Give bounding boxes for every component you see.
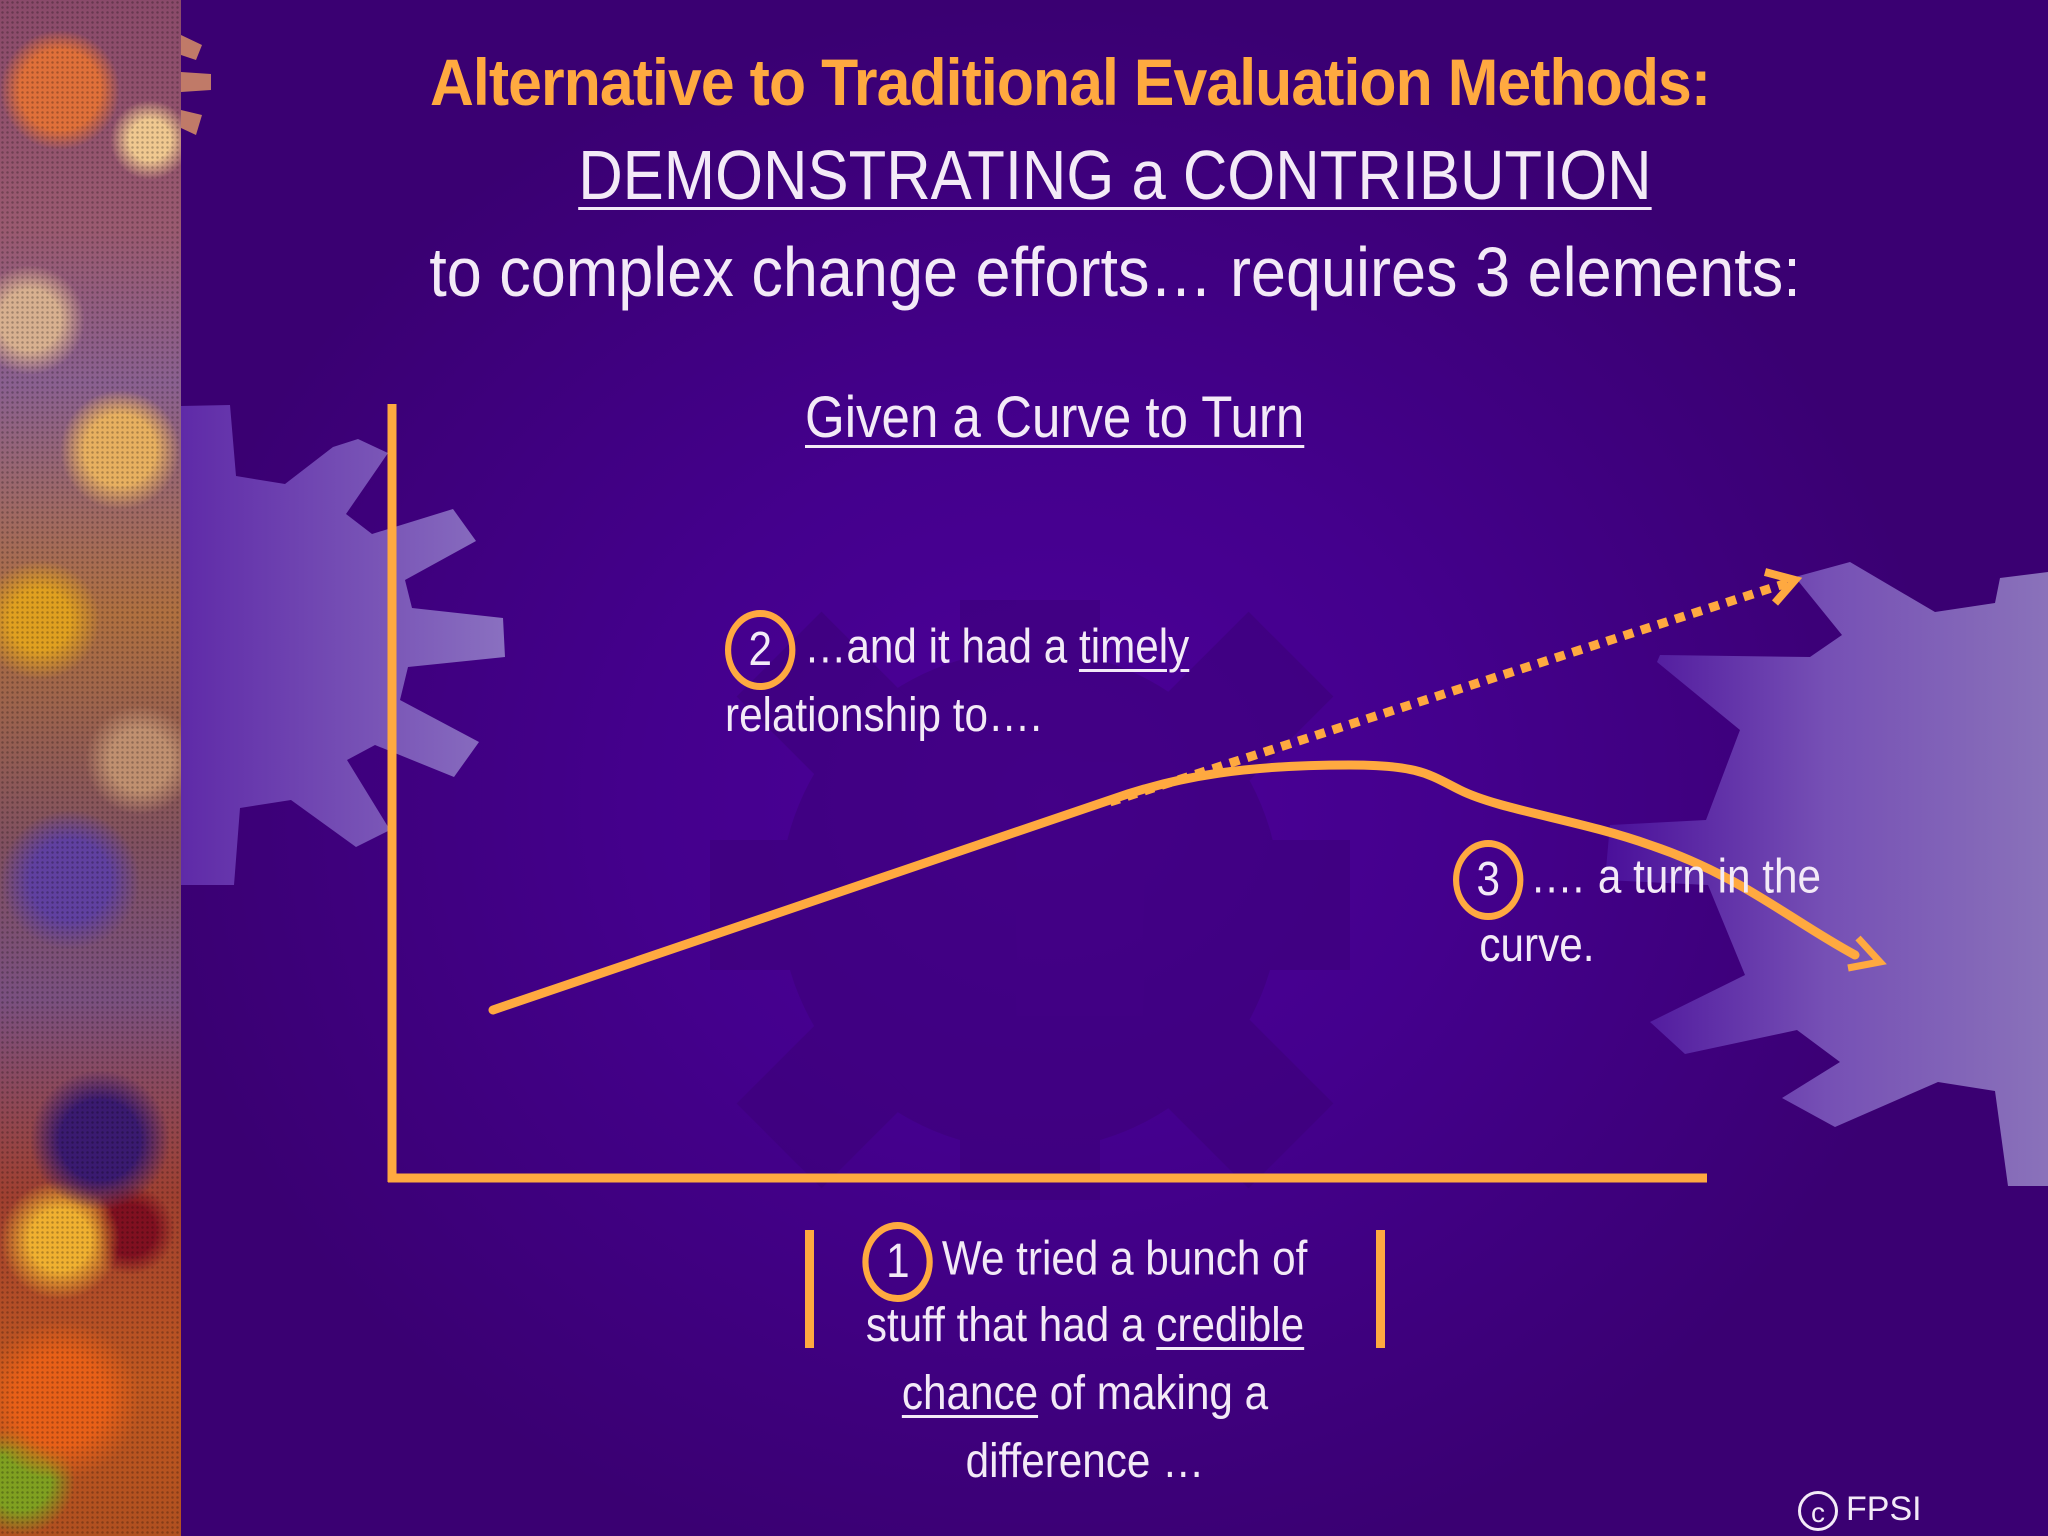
diagram-title: Given a Curve to Turn (805, 385, 1305, 450)
decorative-mosaic-strip (0, 0, 181, 1536)
copyright-notice: c FPSI (1798, 1490, 1922, 1532)
right-bracket (1376, 1230, 1385, 1348)
annotation-1: 1 We tried a bunch of stuff that had a cr… (820, 1222, 1350, 1496)
left-bracket (805, 1230, 814, 1348)
annotation-1-line2a: stuff that had a (865, 1299, 1157, 1352)
annotation-3: 3.… a turn in the curve. (1453, 840, 1821, 980)
annotation-3-text: .… a turn in the (1532, 850, 1821, 904)
subtitle-line2-text: to complex change efforts… requires 3 el… (428, 233, 1801, 311)
annotation-3-line2: curve. (1479, 919, 1595, 972)
actual-curve-line (488, 760, 1887, 1015)
annotation-2-text: …and it had a (804, 620, 1079, 674)
annotation-2-line2: relationship to…. (725, 689, 1042, 742)
copyright-text: FPSI (1846, 1490, 1922, 1528)
annotation-1-line4: difference … (965, 1435, 1205, 1488)
annotation-2-underlined: timely (1078, 620, 1190, 674)
left-gear-icon (181, 405, 505, 885)
top-left-gear-teeth-icon (181, 35, 211, 135)
right-gear-icon (1605, 562, 2048, 1186)
annotation-1-chance: chance (901, 1367, 1039, 1420)
slide-title: Alternative to Traditional Evaluation Me… (430, 45, 1711, 119)
number-circle-3: 3 (1453, 840, 1524, 920)
annotation-2: 2 …and it had a timely relationship to…. (725, 610, 1189, 750)
subtitle-underlined: DEMONSTRATING a CONTRIBUTION (577, 136, 1652, 214)
annotation-1-line1: We tried a bunch of (941, 1232, 1308, 1286)
slide-subtitle: DEMONSTRATING a CONTRIBUTION (181, 135, 2048, 215)
annotation-1-credible: credible (1156, 1299, 1305, 1352)
slide-subtitle-line2: to complex change efforts… requires 3 el… (181, 232, 2048, 312)
number-circle-1: 1 (862, 1222, 934, 1302)
annotation-1-line3b: of making a (1038, 1367, 1269, 1420)
number-circle-2: 2 (725, 610, 796, 690)
projected-trend-line (1108, 568, 1803, 807)
copyright-icon: c (1798, 1491, 1838, 1532)
